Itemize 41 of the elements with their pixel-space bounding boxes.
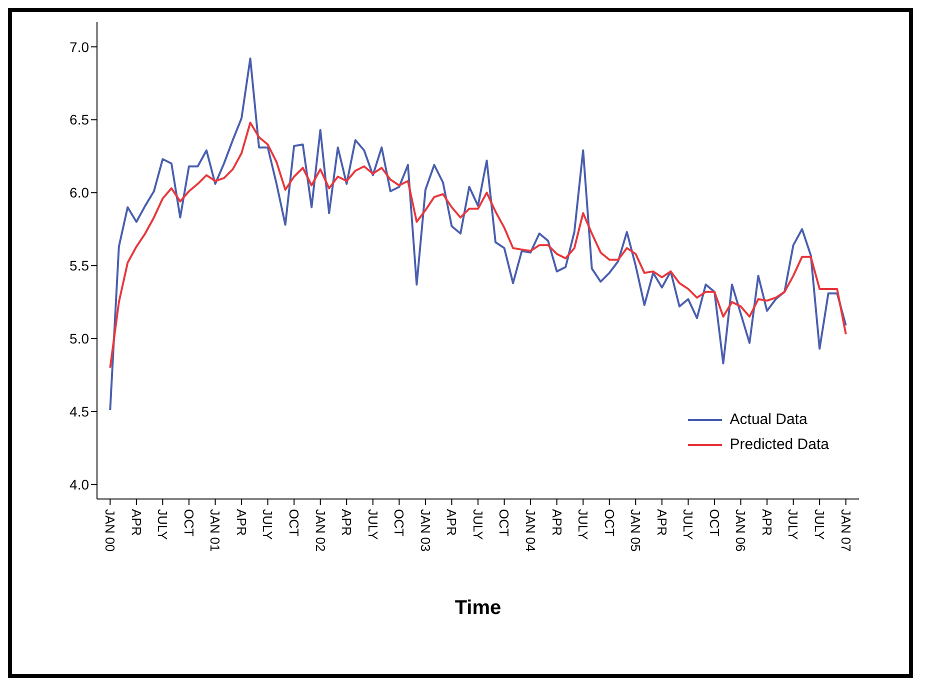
x-tick-label: OCT (392, 509, 407, 536)
x-tick-label: JAN 05 (628, 509, 644, 552)
x-tick-label: JAN 01 (208, 509, 223, 552)
y-tick-label: 6.5 (70, 112, 90, 128)
legend-label: Predicted Data (730, 436, 829, 453)
x-tick-label: JAN 07 (838, 509, 854, 552)
x-tick-label: JULY (576, 509, 591, 540)
x-tick-label: JULY (812, 509, 828, 540)
x-tick-label: APR (654, 509, 670, 536)
x-tick-label: APR (759, 509, 774, 536)
x-tick-label: APR (339, 509, 354, 536)
x-tick-label: JAN 02 (312, 509, 328, 552)
x-tick-label: OCT (181, 509, 196, 536)
line-series (109, 57, 847, 412)
y-tick-label: 7.0 (70, 38, 90, 55)
y-tick-label: 5.5 (70, 258, 90, 274)
y-tick-label: 4.0 (70, 476, 90, 492)
x-tick-label: JULY (155, 509, 170, 540)
x-tick-label: APR (549, 509, 564, 536)
x-tick-label: JULY (680, 509, 696, 540)
line-series (109, 122, 847, 369)
y-tick-label: 6.0 (70, 184, 90, 201)
x-tick-label: JAN 03 (418, 509, 433, 552)
x-tick-label: OCT (706, 509, 722, 536)
x-tick-label: JAN 04 (523, 509, 538, 552)
x-tick-label: APR (444, 509, 460, 536)
x-tick-label: OCT (602, 509, 617, 536)
x-tick-label: JULY (365, 509, 380, 540)
legend-label: Actual Data (730, 411, 808, 428)
x-axis-title: Time (454, 597, 502, 619)
x-tick-label: JULY (260, 509, 276, 540)
x-tick-label: OCT (496, 509, 512, 536)
x-tick-label: APR (234, 509, 249, 536)
x-tick-label: JULY (786, 509, 801, 540)
y-tick-label: 4.5 (70, 403, 90, 420)
x-tick-label: JULY (470, 509, 486, 540)
x-tick-label: JAN 00 (102, 509, 118, 552)
x-tick-label: OCT (286, 509, 302, 536)
y-tick-label: 5.0 (70, 330, 90, 347)
x-tick-label: APR (128, 509, 144, 536)
x-tick-label: JAN 06 (733, 509, 748, 552)
